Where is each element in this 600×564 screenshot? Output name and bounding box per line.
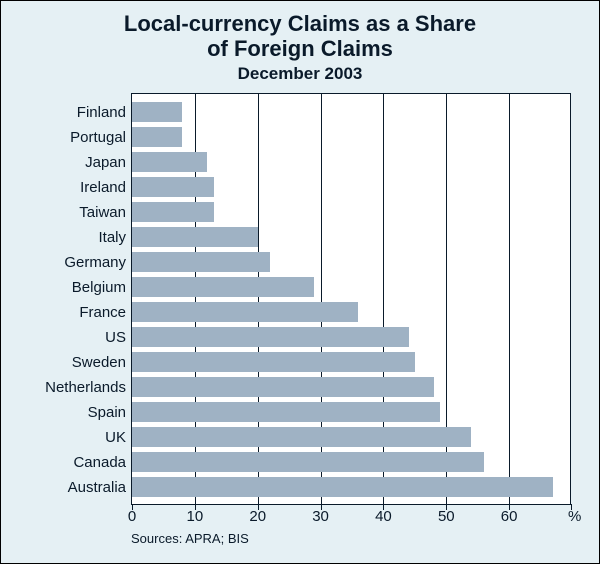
bar <box>132 327 409 347</box>
bar <box>132 127 182 147</box>
title-line-2: of Foreign Claims <box>1 36 599 61</box>
bar <box>132 377 434 397</box>
y-axis-label: Italy <box>98 227 132 247</box>
bar <box>132 402 440 422</box>
bar <box>132 277 314 297</box>
x-tick-label: 10 <box>187 508 204 525</box>
bar <box>132 352 415 372</box>
x-tick-label: 50 <box>438 508 455 525</box>
x-tick-label: 60 <box>501 508 518 525</box>
y-axis-label: Portugal <box>70 127 132 147</box>
gridline <box>509 94 510 504</box>
bar <box>132 227 258 247</box>
y-axis-label: UK <box>105 427 132 447</box>
y-axis-label: Ireland <box>80 177 132 197</box>
y-axis-label: Australia <box>68 477 132 497</box>
bar <box>132 152 207 172</box>
x-tick-label: 40 <box>375 508 392 525</box>
y-axis-label: Belgium <box>72 277 132 297</box>
bar <box>132 427 471 447</box>
plot-area: 0102030405060%FinlandPortugalJapanIrelan… <box>131 93 571 505</box>
y-axis-label: Japan <box>85 152 132 172</box>
bar <box>132 452 484 472</box>
bar <box>132 102 182 122</box>
chart-title: Local-currency Claims as a Share of Fore… <box>1 1 599 62</box>
x-tick-label: 0 <box>128 508 136 525</box>
y-axis-label: Netherlands <box>45 377 132 397</box>
y-axis-label: Germany <box>64 252 132 272</box>
bar <box>132 177 214 197</box>
x-tick-label: 20 <box>249 508 266 525</box>
y-axis-label: Taiwan <box>79 202 132 222</box>
y-axis-label: Finland <box>77 102 132 122</box>
x-tick-label: 30 <box>312 508 329 525</box>
x-unit-label: % <box>568 508 581 525</box>
sources-label: Sources: APRA; BIS <box>131 531 249 546</box>
y-axis-label: Sweden <box>72 352 132 372</box>
bar <box>132 202 214 222</box>
y-axis-label: Spain <box>88 402 132 422</box>
title-line-1: Local-currency Claims as a Share <box>1 11 599 36</box>
bar <box>132 252 270 272</box>
chart-container: Local-currency Claims as a Share of Fore… <box>0 0 600 564</box>
bar <box>132 477 553 497</box>
y-axis-label: US <box>105 327 132 347</box>
y-axis-label: France <box>79 302 132 322</box>
y-axis-label: Canada <box>73 452 132 472</box>
chart-subtitle: December 2003 <box>1 64 599 84</box>
bar <box>132 302 358 322</box>
